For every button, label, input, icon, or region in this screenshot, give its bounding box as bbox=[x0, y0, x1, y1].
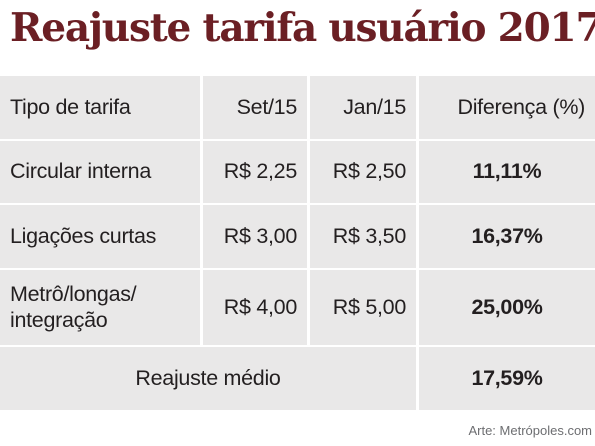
row-circular-interna-jan15: R$ 2,50 bbox=[310, 141, 416, 203]
row-ligacoes-curtas-diferenca: 16,37% bbox=[419, 205, 595, 268]
footer-reajuste-medio-label: Reajuste médio bbox=[0, 347, 416, 410]
row-metro-longas-tipo: Metrô/longas/ integração bbox=[0, 270, 200, 345]
row-circular-interna-set15: R$ 2,25 bbox=[203, 141, 307, 203]
row-ligacoes-curtas-tipo: Ligações curtas bbox=[0, 205, 200, 268]
header-tipo-de-tarifa: Tipo de tarifa bbox=[0, 76, 200, 139]
credit-text: Arte: Metrópoles.com bbox=[468, 423, 592, 438]
row-ligacoes-curtas-jan15: R$ 3,50 bbox=[310, 205, 416, 268]
row-metro-longas-diferenca: 25,00% bbox=[419, 270, 595, 345]
row-metro-longas-jan15: R$ 5,00 bbox=[310, 270, 416, 345]
row-metro-longas-set15: R$ 4,00 bbox=[203, 270, 307, 345]
row-ligacoes-curtas-set15: R$ 3,00 bbox=[203, 205, 307, 268]
header-set15: Set/15 bbox=[203, 76, 307, 139]
header-diferenca: Diferença (%) bbox=[419, 76, 595, 139]
row-circular-interna-diferenca: 11,11% bbox=[419, 141, 595, 203]
header-jan15: Jan/15 bbox=[310, 76, 416, 139]
chart-title: Reajuste tarifa usuário 2017 bbox=[10, 5, 595, 51]
row-circular-interna-tipo: Circular interna bbox=[0, 141, 200, 203]
footer-reajuste-medio-value: 17,59% bbox=[419, 347, 595, 410]
